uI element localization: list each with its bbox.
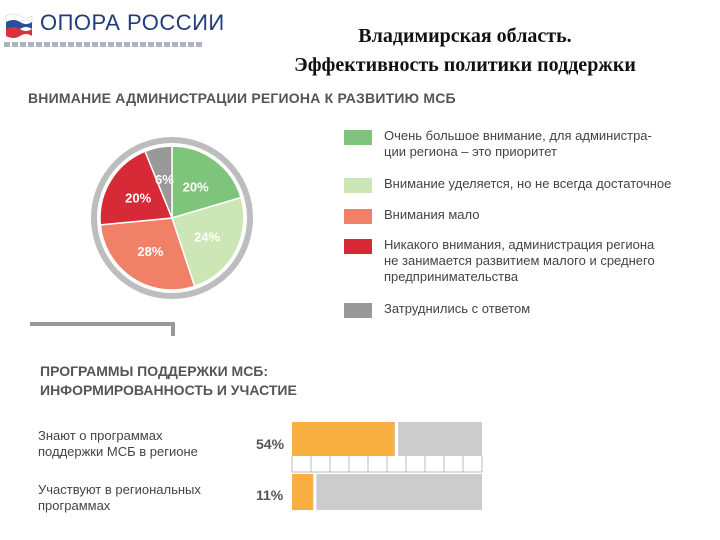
bar-value-aware: 54% <box>256 436 285 452</box>
legend-item-none-line1: Никакого внимания, администрация региона <box>384 237 655 252</box>
bar-chart <box>291 422 483 510</box>
pie-slice-undecided <box>144 145 173 219</box>
pie-chart: 20% 24% 28% 20% 6% <box>91 137 253 299</box>
legend-swatch-green <box>344 130 372 145</box>
bar-section-title: ПРОГРАММЫ ПОДДЕРЖКИ МСБ: ИНФОРМИРОВАННОС… <box>40 362 297 400</box>
page-title: Владимирская область. Эффективность поли… <box>230 22 700 80</box>
pie-slice-undecided-label: 6% <box>155 172 174 187</box>
pie-slice-priority-label: 20% <box>183 179 209 194</box>
legend-item-insufficient-line1: Внимание уделяется, но не всегда достато… <box>384 176 672 191</box>
pie-slice-little <box>99 217 196 291</box>
bar-label-aware: Знают о программах поддержки МСБ в регио… <box>38 428 238 460</box>
legend-swatch-salmon <box>344 209 372 224</box>
page-title-line2: Эффективность политики поддержки <box>294 54 636 76</box>
legend-swatch-red <box>344 239 372 254</box>
legend-item-none-line3: предпринимательства <box>384 269 519 284</box>
bar-participate <box>292 474 313 510</box>
logo-text: ОПОРА РОССИИ <box>40 10 225 35</box>
section-divider-tick <box>171 322 175 336</box>
legend-item-none-line2: не занимается развитием малого и среднег… <box>384 253 655 268</box>
pie-slice-none <box>99 150 174 226</box>
pie-slice-insufficient-label: 24% <box>194 229 220 244</box>
russian-flag-icon <box>5 13 33 38</box>
section-divider <box>30 322 174 326</box>
bar-label-participate-line1: Участвуют в региональных <box>38 482 201 497</box>
bar-participate-track <box>292 474 482 510</box>
opora-logo: ОПОРА РОССИИ <box>4 8 224 50</box>
legend-item-priority-line2: ции региона – это приоритет <box>384 144 557 159</box>
legend-swatch-light-green <box>344 178 372 193</box>
pie-section-title: ВНИМАНИЕ АДМИНИСТРАЦИИ РЕГИОНА К РАЗВИТИ… <box>28 90 456 106</box>
bar-value-participate: 11% <box>256 487 284 503</box>
bar-section-title-line1: ПРОГРАММЫ ПОДДЕРЖКИ МСБ: <box>40 363 269 379</box>
logo-subtitle-strip <box>4 42 204 47</box>
legend-item-priority-line1: Очень большое внимание, для администра- <box>384 128 652 143</box>
bar-scale-ticks <box>291 456 483 473</box>
pie-slice-none-label: 20% <box>125 190 151 205</box>
bar-label-aware-line1: Знают о программах <box>38 428 163 443</box>
bar-label-participate-line2: программах <box>38 498 111 513</box>
legend-item-undecided-line1: Затруднились с ответом <box>384 301 531 316</box>
bar-section-title-line2: ИНФОРМИРОВАННОСТЬ И УЧАСТИЕ <box>40 382 297 398</box>
pie-slice-insufficient <box>171 196 245 288</box>
page-title-line1: Владимирская область. <box>358 25 572 47</box>
bar-label-aware-line2: поддержки МСБ в регионе <box>38 444 198 459</box>
legend-swatch-gray <box>344 303 372 318</box>
pie-slice-little-label: 28% <box>137 244 163 259</box>
legend-item-little-line1: Внимания мало <box>384 207 480 222</box>
bar-label-participate: Участвуют в региональных программах <box>38 482 238 514</box>
pie-slice-priority <box>171 145 242 220</box>
bar-aware <box>292 422 395 456</box>
